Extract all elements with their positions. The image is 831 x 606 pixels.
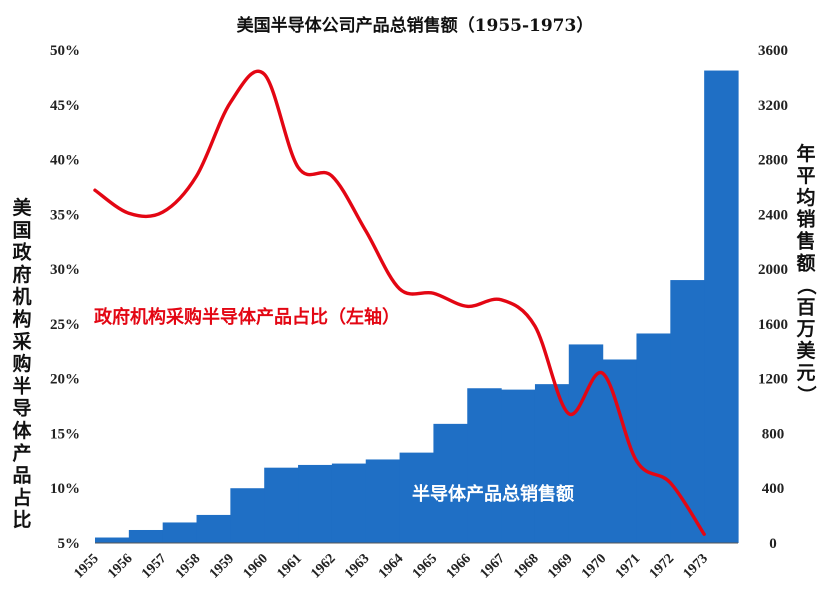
right-tick-label: 1200 (758, 372, 788, 388)
bar-1959 (230, 488, 265, 543)
x-tick-label: 1968 (511, 551, 541, 581)
right-tick-label: 1600 (758, 317, 788, 333)
axis-label-char: （ (795, 276, 818, 295)
right-tick-label: 0 (769, 536, 777, 552)
bar-1955 (95, 537, 130, 543)
x-tick-label: 1967 (478, 551, 508, 581)
bar-1972 (670, 280, 705, 543)
axis-label-char: 机 (12, 286, 31, 308)
axis-label-char: 美 (12, 196, 32, 219)
right-tick-label: 800 (762, 426, 785, 442)
axis-label-char: 比 (12, 509, 31, 531)
bar-series (95, 70, 739, 543)
left-tick-label: 40% (50, 153, 80, 169)
axis-label-char: ） (795, 385, 818, 404)
left-tick-label: 10% (50, 481, 80, 497)
chart-title: 美国半导体公司产品总销售额（1955-1973） (237, 15, 594, 36)
right-tick-label: 400 (762, 481, 785, 497)
line-series (93, 69, 706, 536)
axis-label-char: 国 (12, 219, 31, 241)
x-tick-label: 1969 (545, 551, 575, 581)
x-tick-label: 1960 (241, 551, 271, 581)
axis-label-char: 销 (796, 208, 815, 231)
axis-label-char: 体 (12, 419, 32, 442)
bar-1965 (433, 423, 468, 543)
left-tick-label: 50% (50, 43, 80, 59)
bar-1960 (264, 467, 299, 543)
axis-label-char: 品 (12, 465, 31, 487)
left-tick-label: 5% (58, 536, 81, 552)
axis-label-char: 占 (12, 486, 31, 509)
left-tick-label: 15% (50, 426, 80, 442)
left-tick-label: 25% (50, 317, 80, 333)
axis-label-char: 府 (12, 263, 31, 286)
axis-label-char: 政 (12, 241, 32, 264)
axis-label-char: 半 (12, 374, 31, 397)
bar-1962 (331, 463, 367, 543)
left-tick-label: 35% (50, 207, 80, 223)
bar-1973 (704, 70, 739, 543)
axis-label-char: 年 (796, 142, 815, 165)
left-tick-label: 45% (50, 98, 80, 114)
x-tick-label: 1972 (647, 551, 677, 581)
x-tick-label: 1959 (207, 551, 237, 581)
axis-label-char: 采 (12, 331, 31, 353)
axis-label-char: 产 (12, 441, 31, 464)
axis-label-char: 导 (12, 398, 31, 420)
line-series-label: 政府机构采购半导体产品占比（左轴） (94, 306, 400, 328)
axis-label-char: 售 (795, 230, 815, 253)
bar-1963 (365, 459, 401, 543)
x-tick-label: 1957 (139, 551, 169, 581)
axis-label-char: 万 (795, 318, 815, 340)
right-tick-label: 2000 (758, 262, 788, 278)
right-tick-label: 2800 (758, 153, 788, 169)
bar-1971 (636, 333, 671, 543)
x-tick-label: 1956 (105, 551, 135, 581)
left-tick-label: 30% (50, 262, 80, 278)
bar-1961 (298, 464, 333, 543)
bar-1968 (534, 384, 570, 543)
axis-label-char: 构 (12, 308, 31, 331)
x-tick-label: 1958 (173, 551, 203, 581)
x-tick-label: 1971 (613, 551, 643, 581)
x-tick-label: 1955 (71, 551, 101, 581)
left-tick-label: 20% (50, 372, 80, 388)
right-axis-ticks: 0 400 800 1200 1600 2000 2400 2800 3200 3600 (758, 43, 788, 552)
axis-label-char: 元 (796, 362, 815, 384)
x-tick-label: 1962 (308, 551, 338, 581)
axis-label-char: 平 (796, 165, 815, 187)
x-tick-label: 1970 (579, 551, 609, 581)
bar-series-label: 半导体产品总销售额 (412, 483, 574, 505)
axis-label-char: 购 (12, 352, 31, 375)
bar-1957 (162, 522, 198, 543)
left-axis-ticks: 5% 10% 15% 20% 25% 30% 35% 40% 45% 50% (50, 43, 80, 552)
bar-1966 (467, 388, 502, 543)
x-tick-label: 1963 (342, 551, 372, 581)
right-tick-label: 3200 (758, 98, 788, 114)
axis-label-char: 额 (796, 252, 815, 275)
right-tick-label: 3600 (758, 43, 788, 59)
bar-1969 (568, 344, 604, 543)
axis-label-char: 美 (796, 339, 816, 362)
x-tick-label: 1961 (274, 551, 304, 581)
x-tick-label: 1965 (410, 551, 440, 581)
axis-label-char: 均 (796, 186, 815, 209)
x-tick-label: 1966 (444, 551, 474, 581)
bar-1958 (196, 514, 231, 543)
bar-1967 (501, 389, 536, 543)
x-axis-ticks: 1955 1956 1957 1958 1959 1960 1961 1962 1963 1964… (71, 551, 711, 581)
axis-label-char: 百 (796, 296, 815, 318)
right-tick-label: 2400 (758, 207, 788, 223)
bar-1956 (128, 529, 164, 543)
bar-1964 (399, 452, 435, 543)
x-tick-label: 1964 (376, 551, 406, 581)
x-tick-label: 1973 (681, 551, 711, 581)
